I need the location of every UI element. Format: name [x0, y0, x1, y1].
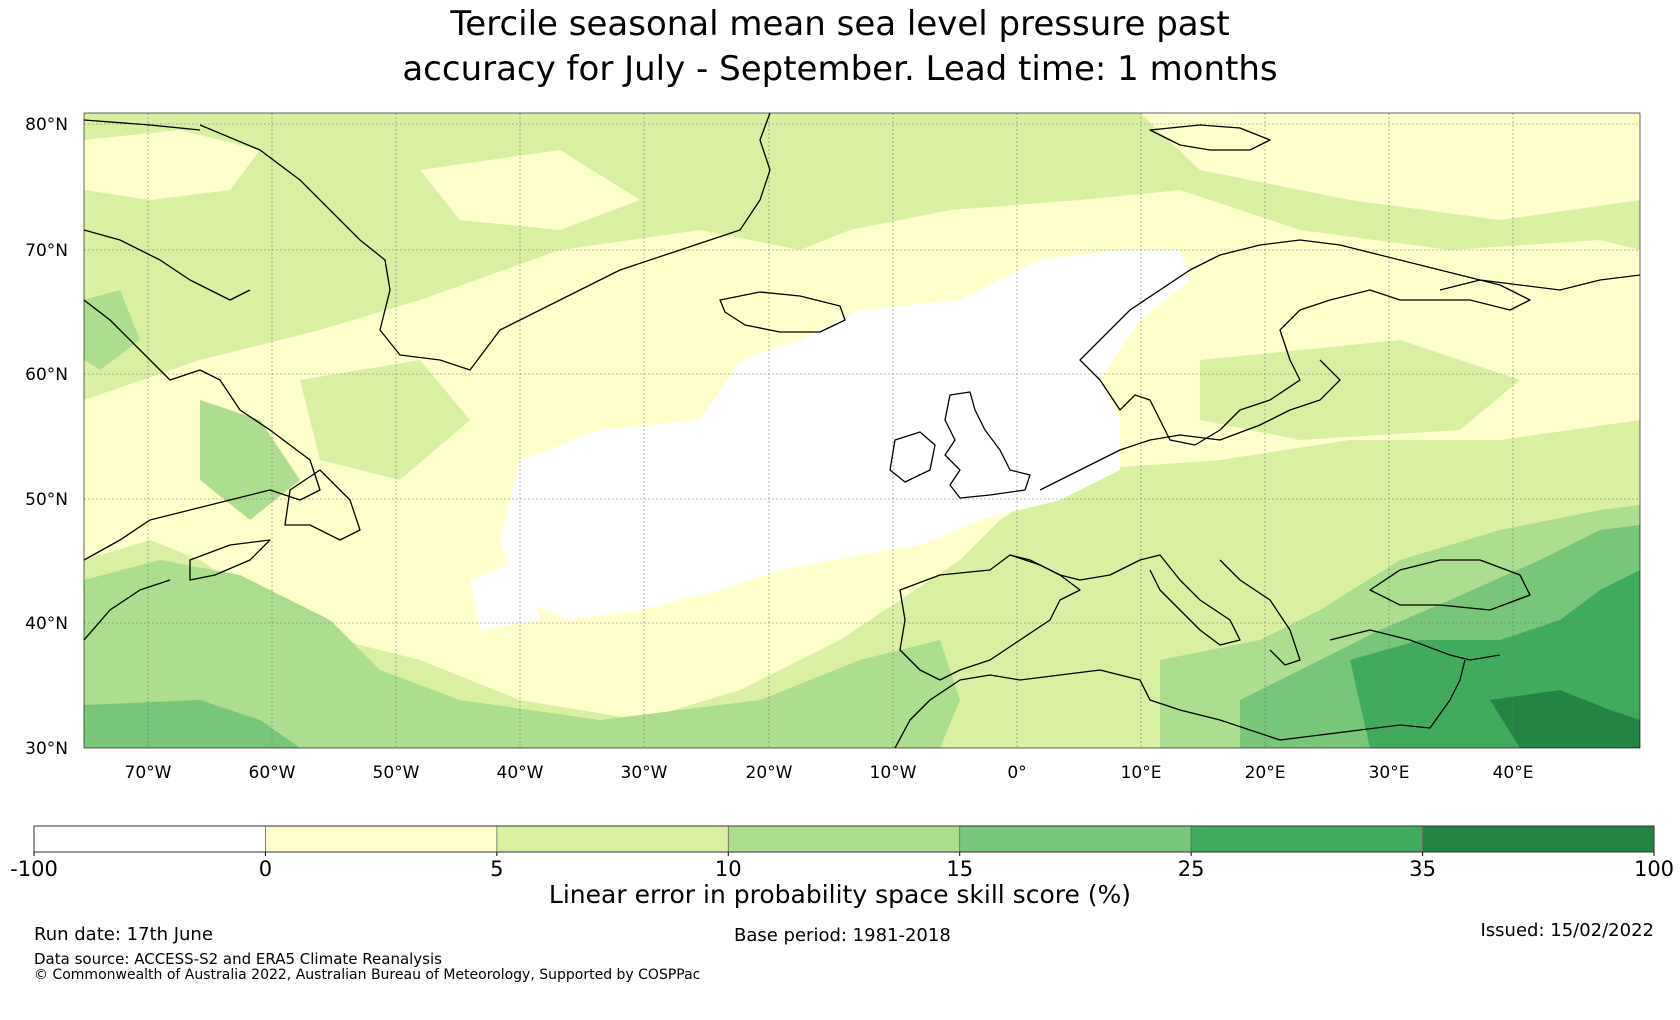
coastline-iceland: [719, 291, 846, 333]
lon-label: 50°W: [373, 763, 420, 783]
colorbar-tick-label: 10: [715, 857, 742, 881]
chart-title: Tercile seasonal mean sea level pressure…: [0, 2, 1680, 92]
skill-field: [84, 113, 1640, 748]
lon-label: 40°E: [1493, 763, 1534, 783]
coastline-newfoundland: [284, 469, 361, 541]
skill-region: [470, 560, 540, 630]
skill-region: [84, 560, 960, 748]
coastline-black-sea: [1369, 559, 1531, 611]
graticule: [84, 113, 1640, 748]
lon-label: 10°E: [1121, 763, 1162, 783]
title-line-1: Tercile seasonal mean sea level pressure…: [450, 4, 1230, 44]
lat-label: 80°N: [25, 115, 68, 135]
lat-label: 40°N: [25, 614, 68, 634]
coastline-ireland: [889, 431, 936, 483]
coastline-kola: [1439, 274, 1640, 291]
colorbar: -100 0 5 10 15 25 35 100: [0, 820, 1680, 900]
coastline-britain: [944, 391, 1031, 499]
lon-label: 20°E: [1245, 763, 1286, 783]
issued-date: Issued: 15/02/2022: [1480, 920, 1654, 941]
colorbar-tick-label: 35: [1409, 857, 1436, 881]
title-line-2: accuracy for July - September. Lead time…: [402, 49, 1278, 89]
colorbar-svg: -100 0 5 10 15 25 35 100: [10, 825, 1674, 881]
lon-label: 30°E: [1369, 763, 1410, 783]
skill-region: [1490, 690, 1640, 748]
lat-label: 30°N: [25, 739, 68, 759]
colorbar-segment: [34, 826, 266, 852]
coastline-us-east: [84, 579, 171, 641]
lat-label: 60°N: [25, 365, 68, 385]
colorbar-tick-label: 0: [259, 857, 272, 881]
map-frame: [83, 112, 1641, 749]
colorbar-title: Linear error in probability space skill …: [548, 880, 1132, 909]
lon-label: 10°W: [870, 763, 917, 783]
map-panel: 80°N 70°N 60°N 50°N 40°N 30°N 70°W 60°W …: [25, 112, 1641, 783]
coastline-france-italy: [1009, 554, 1301, 666]
coastline-greenland: [199, 113, 771, 371]
lat-label: 50°N: [25, 490, 68, 510]
lon-label: 20°W: [746, 763, 793, 783]
colorbar-tick-label: 25: [1178, 857, 1205, 881]
colorbar-segment: [496, 826, 729, 852]
lon-label: 30°W: [621, 763, 668, 783]
coastline-canada-arctic: [84, 119, 321, 561]
colorbar-tick-label: 15: [946, 857, 973, 881]
coastline-scandinavia: [1079, 239, 1531, 446]
colorbar-frame: [33, 825, 1655, 853]
colorbar-segment: [728, 826, 960, 852]
coastline-europe-north: [1039, 359, 1341, 491]
skill-region: [500, 250, 1190, 620]
skill-region: [84, 130, 260, 200]
colorbar-tick-label: 5: [490, 857, 503, 881]
run-date: Run date: 17th June: [34, 924, 213, 945]
lon-labels: 70°W 60°W 50°W 40°W 30°W 20°W 10°W 0° 10…: [125, 763, 1534, 783]
skill-region: [300, 360, 470, 480]
colorbar-segment: [959, 826, 1192, 852]
copyright: © Commonwealth of Australia 2022, Austra…: [34, 967, 701, 983]
coastline-north-africa: [894, 659, 1466, 748]
coastline-iberia: [899, 554, 1081, 681]
lon-label: 40°W: [497, 763, 544, 783]
lon-label: 70°W: [125, 763, 172, 783]
coastlines: [84, 113, 1640, 748]
lat-labels: 80°N 70°N 60°N 50°N 40°N 30°N: [25, 115, 68, 759]
skill-region: [200, 400, 300, 520]
colorbar-segment: [265, 826, 497, 852]
coastline-nova-scotia: [189, 539, 271, 581]
colorbar-segment: [1422, 826, 1654, 852]
colorbar-tick-label: -100: [10, 857, 58, 881]
lon-label: 0°: [1007, 763, 1026, 783]
map-svg: 80°N 70°N 60°N 50°N 40°N 30°N 70°W 60°W …: [25, 112, 1641, 783]
coastline-svalbard: [1149, 124, 1271, 151]
data-source: Data source: ACCESS-S2 and ERA5 Climate …: [34, 950, 442, 968]
lat-label: 70°N: [25, 241, 68, 261]
base-period: Base period: 1981-2018: [734, 925, 951, 946]
skill-region: [1140, 113, 1640, 220]
skill-region: [420, 150, 640, 230]
coastline-turkey: [1329, 629, 1501, 661]
colorbar-tick-label: 100: [1634, 857, 1674, 881]
colorbar-segment: [1191, 826, 1423, 852]
lon-label: 60°W: [249, 763, 296, 783]
skill-region: [84, 700, 300, 748]
